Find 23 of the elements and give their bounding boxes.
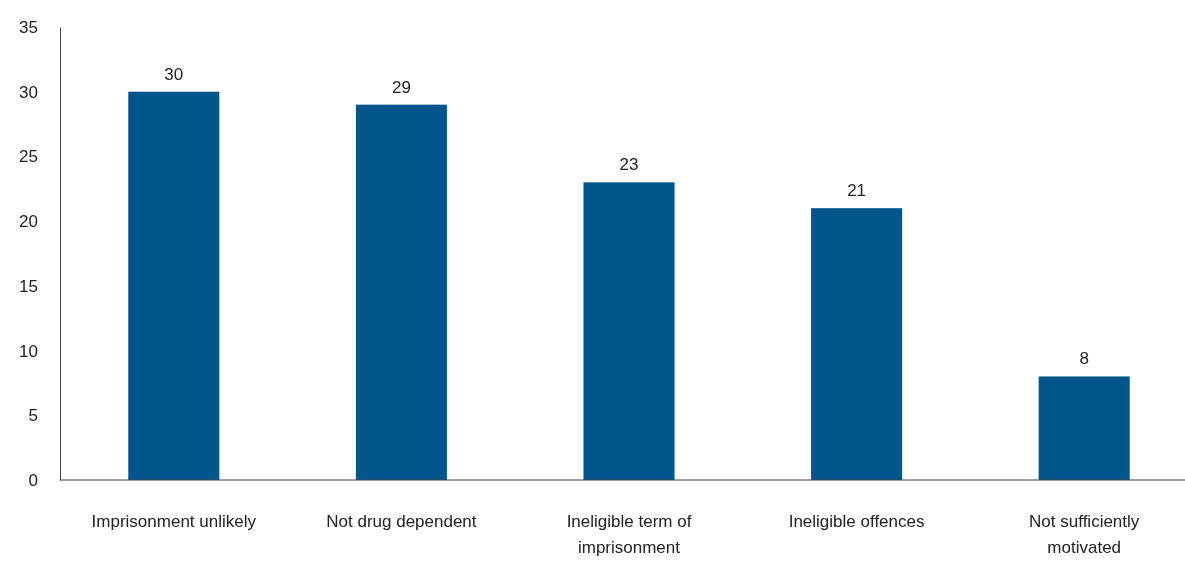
y-tick-label: 15 — [19, 276, 38, 296]
bar — [811, 208, 903, 480]
bar — [1038, 376, 1130, 480]
x-tick-label: Imprisonment unlikely — [91, 512, 257, 531]
data-label: 29 — [391, 77, 411, 97]
y-tick-label: 5 — [28, 406, 38, 426]
bar — [583, 182, 675, 480]
y-tick-label: 25 — [19, 147, 38, 167]
y-tick-label: 0 — [28, 470, 38, 490]
data-label: 21 — [847, 181, 867, 201]
data-label: 23 — [619, 155, 639, 175]
data-label: 30 — [164, 64, 184, 84]
x-tick-label: Ineligible offences — [788, 512, 925, 531]
y-tick-label: 35 — [19, 17, 38, 37]
y-tick-label: 30 — [19, 82, 38, 102]
x-tick-label: Not sufficiently motivated — [1029, 512, 1140, 557]
bar — [128, 91, 220, 480]
bar — [355, 104, 447, 480]
y-tick-label: 20 — [19, 212, 38, 232]
x-tick-label: Not drug dependent — [326, 512, 477, 531]
x-tick-label: Ineligible term of imprisonment — [566, 512, 692, 557]
data-label: 8 — [1079, 349, 1089, 369]
y-tick-label: 10 — [19, 341, 38, 361]
